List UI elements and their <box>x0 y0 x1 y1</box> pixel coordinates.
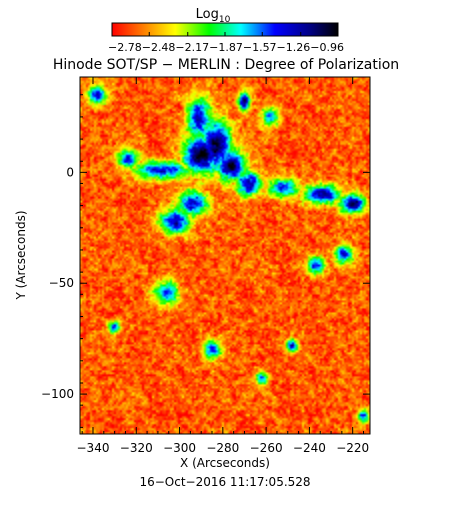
colorbar-ticks <box>111 32 339 36</box>
plot-area <box>79 76 371 435</box>
y-axis: 0 −50 −100 <box>41 94 370 428</box>
y-tick-label: 0 <box>66 165 74 179</box>
x-axis: −340 −320 −300 −280 −260 −240 −220 <box>77 77 369 455</box>
x-tick-label: −260 <box>250 441 283 455</box>
colorbar-tick-labels: −2.78−2.48−2.17−1.87−1.57−1.26−0.96 <box>108 41 344 54</box>
x-tick-label: −300 <box>163 441 196 455</box>
x-tick-label: −340 <box>77 441 110 455</box>
x-tick-label: −240 <box>293 441 326 455</box>
plot-frame <box>79 76 371 435</box>
x-tick-label: −220 <box>336 441 369 455</box>
polarization-heatmap <box>80 77 370 434</box>
y-tick-label: −100 <box>41 387 74 401</box>
observation-timestamp: 16−Oct−2016 11:17:05.528 <box>139 475 310 489</box>
x-axis-label: X (Arcseconds) <box>180 456 270 470</box>
y-tick-label: −50 <box>49 276 74 290</box>
x-tick-label: −280 <box>206 441 239 455</box>
chart-title: Hinode SOT/SP − MERLIN : Degree of Polar… <box>53 57 399 73</box>
x-tick-label: −320 <box>120 441 153 455</box>
colorbar-label: Log10 <box>196 7 231 25</box>
y-axis-label: Y (Arcseconds) <box>14 210 28 300</box>
